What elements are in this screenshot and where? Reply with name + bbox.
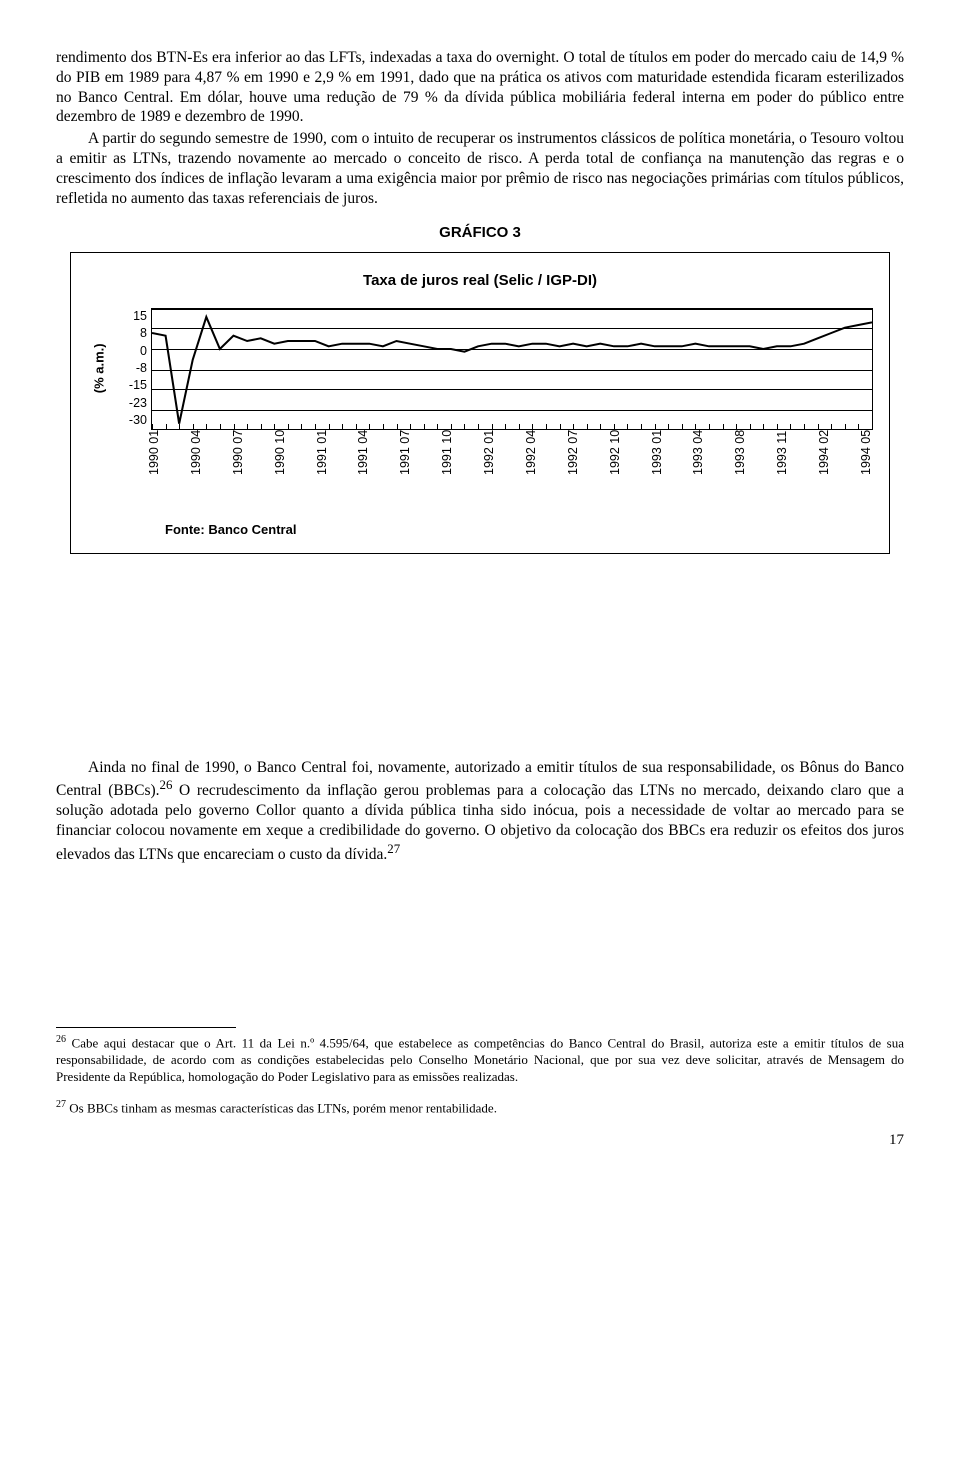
chart-yticks: 158 0-8-15 -23-30 (113, 308, 151, 428)
chart-xtick-mark (641, 424, 642, 430)
chart-xticks-row: 1990 01 1990 04 1990 07 1990 10 1991 01 1991 … (87, 432, 873, 476)
chart-xtick: 1992 01 (481, 461, 497, 475)
chart-xtick: 1993 04 (690, 461, 706, 475)
chart-xtick: 1993 01 (649, 461, 665, 475)
chart-xticks-spacer (87, 432, 147, 476)
chart-xtick: 1990 04 (188, 461, 204, 475)
footnote-26-num: 26 (56, 1034, 66, 1045)
chart-xtick-mark (301, 424, 302, 430)
chart-xtick-mark (587, 424, 588, 430)
chart-xtick-mark (804, 424, 805, 430)
chart-xtick-mark (600, 424, 601, 430)
chart-ytick: -15 (129, 377, 147, 393)
chart-xtick-mark (166, 424, 167, 430)
chart-container: Taxa de juros real (Selic / IGP-DI) (% a… (70, 252, 890, 554)
chart-plot (151, 308, 873, 430)
footnote-26-text: Cabe aqui destacar que o Art. 11 da Lei … (56, 1035, 904, 1083)
chart-xtick: 1992 04 (523, 461, 539, 475)
chart-ytick: -23 (129, 395, 147, 411)
chart-xtick-mark (505, 424, 506, 430)
chart-xtick-mark (437, 424, 438, 430)
chart-xtick-mark (546, 424, 547, 430)
p3-sup-26: 26 (160, 777, 173, 792)
chart-xticks: 1990 01 1990 04 1990 07 1990 10 1991 01 1991 … (147, 432, 873, 476)
vertical-gap (56, 578, 904, 758)
chart-xtick-mark (763, 424, 764, 430)
chart-xtick: 1994 05 (858, 461, 874, 475)
chart-xtick-mark (831, 424, 832, 430)
p3-text-b: O recrudescimento da inflação gerou prob… (56, 783, 904, 864)
chart-inner-title: Taxa de juros real (Selic / IGP-DI) (87, 271, 873, 290)
paragraph-2: A partir do segundo semestre de 1990, co… (56, 129, 904, 208)
chart-ytick: 8 (140, 325, 147, 341)
chart-xtick: 1991 01 (314, 461, 330, 475)
chart-ytick: 15 (133, 308, 147, 324)
chart-ytick: -30 (129, 412, 147, 428)
chart-xtick-mark (383, 424, 384, 430)
paragraph-3: Ainda no final de 1990, o Banco Central … (56, 758, 904, 865)
chart-xtick-mark (627, 424, 628, 430)
chart-xtick: 1992 10 (607, 461, 623, 475)
chart-xtick-mark (261, 424, 262, 430)
chart-xtick: 1994 02 (816, 461, 832, 475)
chart-plot-wrap (151, 308, 873, 430)
chart-outer-title: GRÁFICO 3 (56, 223, 904, 242)
paragraph-1: rendimento dos BTN-Es era inferior ao da… (56, 48, 904, 127)
footnote-rule (56, 1027, 236, 1028)
chart-xtick: 1990 07 (230, 461, 246, 475)
chart-xtick: 1991 10 (439, 461, 455, 475)
chart-xtick-mark (424, 424, 425, 430)
chart-xtick: 1991 07 (397, 461, 413, 475)
chart-ytick: 0 (140, 343, 147, 359)
chart-line-svg (152, 309, 872, 429)
chart-xtick-mark (342, 424, 343, 430)
chart-xtick-mark (179, 424, 180, 430)
chart-body: (% a.m.) 158 0-8-15 -23-30 (87, 308, 873, 430)
chart-series-line (152, 317, 872, 424)
p3-sup-27: 27 (387, 841, 400, 856)
chart-xtick-mark (464, 424, 465, 430)
chart-ylabel: (% a.m.) (92, 343, 109, 393)
chart-xtick-mark (668, 424, 669, 430)
chart-xtick: 1993 08 (732, 461, 748, 475)
vertical-gap-2 (56, 867, 904, 1027)
chart-xtick: 1992 07 (565, 461, 581, 475)
footnote-27-num: 27 (56, 1099, 66, 1110)
chart-xtick: 1991 04 (355, 461, 371, 475)
chart-xtick-mark (723, 424, 724, 430)
chart-ytick: -8 (136, 360, 147, 376)
chart-xtick: 1990 10 (272, 461, 288, 475)
chart-xtick-mark (750, 424, 751, 430)
chart-source: Fonte: Banco Central (165, 522, 873, 539)
chart-xtick-mark (288, 424, 289, 430)
chart-xtick-mark (777, 424, 778, 430)
chart-xtick-mark (560, 424, 561, 430)
footnote-27-text: Os BBCs tinham as mesmas características… (66, 1101, 497, 1116)
footnote-27: 27 Os BBCs tinham as mesmas característi… (56, 1099, 904, 1117)
chart-ylabel-cell: (% a.m.) (87, 308, 113, 428)
chart-xtick-mark (220, 424, 221, 430)
chart-xtick-mark (247, 424, 248, 430)
chart-xtick-mark (845, 424, 846, 430)
chart-xtick-mark (682, 424, 683, 430)
chart-gridline (152, 429, 872, 430)
chart-xtick-mark (206, 424, 207, 430)
page-number: 17 (56, 1131, 904, 1150)
chart-xtick-mark (790, 424, 791, 430)
footnote-26: 26 Cabe aqui destacar que o Art. 11 da L… (56, 1034, 904, 1085)
chart-xtick-mark (709, 424, 710, 430)
chart-xtick: 1993 11 (774, 461, 790, 475)
chart-xtick-mark (519, 424, 520, 430)
chart-xtick-mark (478, 424, 479, 430)
chart-xtick: 1990 01 (146, 461, 162, 475)
